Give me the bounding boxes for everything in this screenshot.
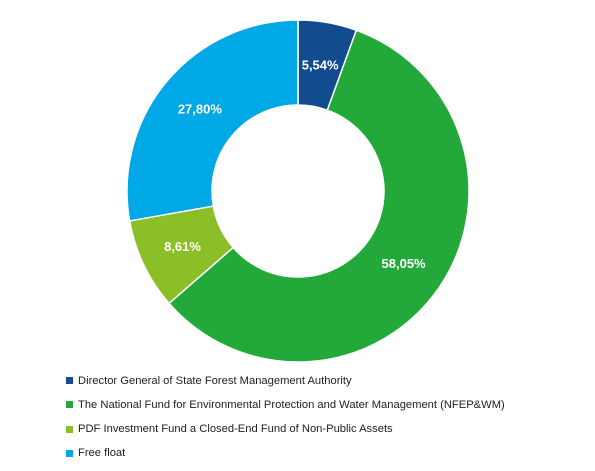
legend-label: Director General of State Forest Managem…	[78, 374, 352, 387]
legend-label: Free float	[78, 447, 126, 460]
legend-item-2: PDF Investment Fund a Closed-End Fund of…	[66, 422, 505, 437]
donut-slice-3	[126, 19, 299, 222]
legend-label: The National Fund for Environmental Prot…	[78, 398, 505, 411]
legend-item-1: The National Fund for Environmental Prot…	[66, 397, 505, 412]
donut-chart-svg: 5,54% 58,05% 8,61% 27,80%	[126, 19, 470, 363]
legend-swatch	[66, 449, 73, 457]
slice-data-label-0: 5,54%	[302, 57, 339, 72]
chart-legend: Director General of State Forest Managem…	[66, 373, 505, 470]
legend-swatch	[66, 425, 73, 433]
legend-swatch	[66, 401, 73, 409]
slice-data-label-3: 27,80%	[178, 101, 223, 116]
legend-label: PDF Investment Fund a Closed-End Fund of…	[78, 423, 393, 436]
donut-slice-1	[168, 29, 470, 363]
legend-item-0: Director General of State Forest Managem…	[66, 373, 505, 388]
legend-item-3: Free float	[66, 446, 505, 461]
slice-data-label-2: 8,61%	[164, 239, 201, 254]
legend-swatch	[66, 377, 73, 384]
slice-data-label-1: 58,05%	[382, 256, 427, 271]
donut-chart: 5,54% 58,05% 8,61% 27,80%	[126, 19, 470, 363]
